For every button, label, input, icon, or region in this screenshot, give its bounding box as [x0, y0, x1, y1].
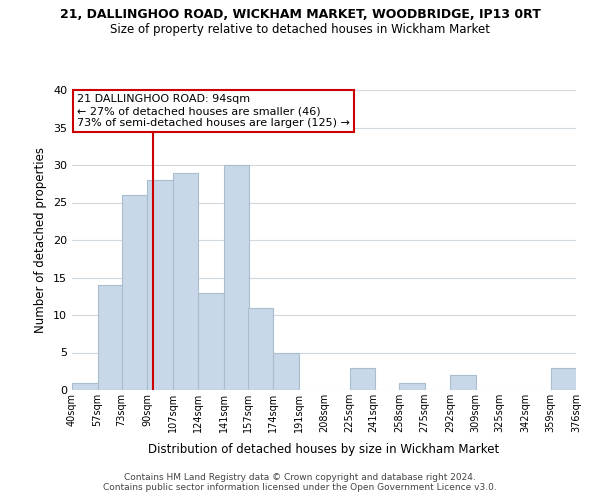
Bar: [450, 375, 476, 390]
Y-axis label: Number of detached properties: Number of detached properties: [34, 147, 47, 333]
Bar: [248, 308, 273, 390]
X-axis label: Distribution of detached houses by size in Wickham Market: Distribution of detached houses by size …: [148, 444, 500, 456]
Text: 21 DALLINGHOO ROAD: 94sqm
← 27% of detached houses are smaller (46)
73% of semi-: 21 DALLINGHOO ROAD: 94sqm ← 27% of detac…: [77, 94, 350, 128]
Bar: [223, 165, 249, 390]
Bar: [121, 195, 147, 390]
Text: Contains HM Land Registry data © Crown copyright and database right 2024.
Contai: Contains HM Land Registry data © Crown c…: [103, 473, 497, 492]
Bar: [173, 172, 198, 390]
Bar: [198, 292, 223, 390]
Text: 21, DALLINGHOO ROAD, WICKHAM MARKET, WOODBRIDGE, IP13 0RT: 21, DALLINGHOO ROAD, WICKHAM MARKET, WOO…: [59, 8, 541, 20]
Bar: [399, 382, 425, 390]
Bar: [349, 368, 375, 390]
Bar: [273, 352, 299, 390]
Bar: [551, 368, 576, 390]
Bar: [97, 285, 123, 390]
Bar: [72, 382, 97, 390]
Text: Size of property relative to detached houses in Wickham Market: Size of property relative to detached ho…: [110, 22, 490, 36]
Bar: [147, 180, 173, 390]
